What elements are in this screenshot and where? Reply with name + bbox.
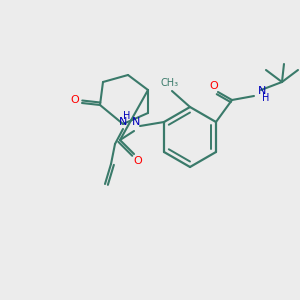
Text: N: N	[119, 117, 127, 127]
Text: CH₃: CH₃	[161, 78, 179, 88]
Text: H: H	[262, 93, 270, 103]
Text: O: O	[134, 156, 142, 166]
Text: O: O	[210, 81, 218, 91]
Text: O: O	[70, 95, 80, 105]
Text: N: N	[258, 86, 266, 96]
Text: N: N	[132, 117, 140, 127]
Text: H: H	[123, 111, 131, 121]
